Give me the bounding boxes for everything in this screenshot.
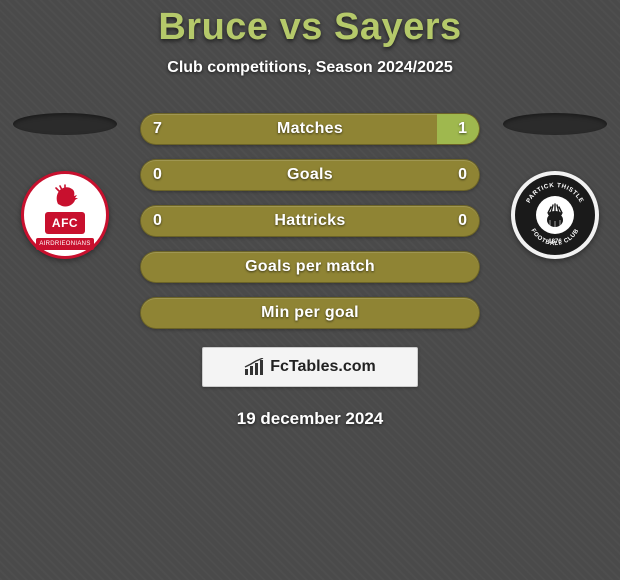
stat-bar: Goals per match (140, 251, 480, 283)
stat-value-left: 7 (153, 120, 162, 138)
player2-shadow (503, 113, 607, 135)
team1-initials: AFC (45, 212, 85, 234)
stat-label: Goals (141, 166, 479, 184)
stat-value-right: 1 (458, 120, 467, 138)
thistle-icon (536, 196, 574, 234)
team1-banner: AIRDRIEONIANS (36, 238, 94, 250)
team1-badge: AFC AIRDRIEONIANS (21, 171, 109, 259)
stat-bars: Matches71Goals00Hattricks00Goals per mat… (140, 113, 480, 329)
stat-bar: Min per goal (140, 297, 480, 329)
stat-label: Goals per match (141, 258, 479, 276)
player2-name: Sayers (334, 6, 462, 48)
stat-value-left: 0 (153, 212, 162, 230)
stat-bar: Goals0 0 (140, 159, 480, 191)
left-side: AFC AIRDRIEONIANS (10, 113, 120, 259)
vs-text: vs (280, 6, 323, 48)
stat-value-right: 0 (458, 166, 467, 184)
stat-label: Matches (141, 120, 479, 138)
watermark-rest: Tables.com (289, 358, 376, 375)
stat-bar: Hattricks0 0 (140, 205, 480, 237)
date-text: 19 december 2024 (237, 409, 384, 429)
rooster-icon (50, 182, 80, 210)
watermark: FcTables.com (202, 347, 418, 387)
watermark-prefix: Fc (270, 358, 289, 375)
stat-value-right: 0 (458, 212, 467, 230)
stat-label: Hattricks (141, 212, 479, 230)
stat-value-left: 0 (153, 166, 162, 184)
stat-bar: Matches7 1 (140, 113, 480, 145)
team2-badge: PARTICK THISTLE FOOTBALL CLUB 1876 (511, 171, 599, 259)
page-title: Bruce vs Sayers (158, 6, 461, 49)
player1-shadow (13, 113, 117, 135)
stat-label: Min per goal (141, 304, 479, 322)
chart-icon (244, 358, 266, 376)
svg-text:1876: 1876 (548, 239, 562, 245)
player1-name: Bruce (158, 6, 268, 48)
subtitle: Club competitions, Season 2024/2025 (167, 59, 452, 77)
comparison-card: Bruce vs Sayers Club competitions, Seaso… (0, 0, 620, 429)
right-side: PARTICK THISTLE FOOTBALL CLUB 1876 (500, 113, 610, 259)
main-row: AFC AIRDRIEONIANS Matches71Goals00Hattri… (0, 113, 620, 329)
